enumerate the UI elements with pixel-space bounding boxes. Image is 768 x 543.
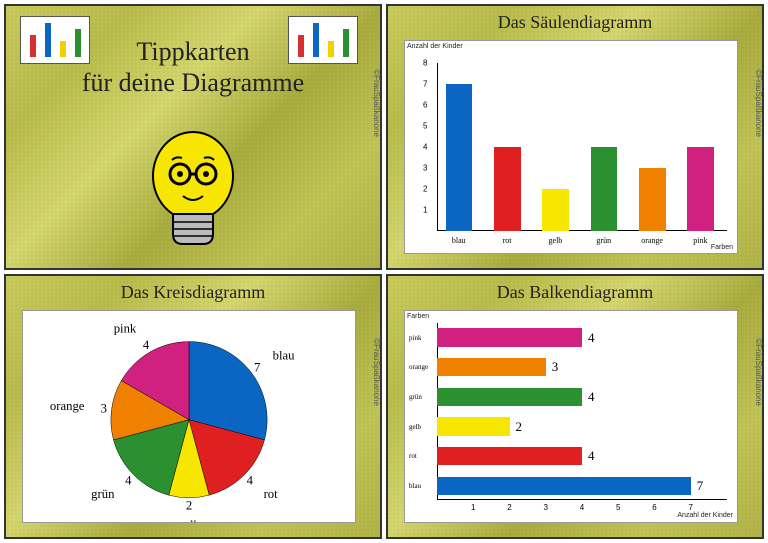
- pie-label: gelb: [178, 518, 200, 522]
- column-bar: [446, 84, 473, 231]
- x-axis-line: [437, 230, 727, 231]
- x-tick: 3: [544, 503, 548, 512]
- pie-value: 4: [247, 473, 254, 487]
- column-bar: [542, 189, 569, 231]
- watermark: ©FrauSpaßkanone: [373, 339, 382, 407]
- x-tick-label: rot: [503, 236, 512, 245]
- y-tick: 5: [423, 121, 427, 130]
- pie-value: 4: [143, 338, 150, 352]
- x-axis-line: [437, 499, 727, 500]
- pie-label: pink: [114, 321, 137, 335]
- y-tick: 8: [423, 59, 427, 68]
- pie-value: 2: [186, 498, 192, 512]
- x-axis-label: Farben: [711, 244, 733, 251]
- page-title: Tippkarten für deine Diagramme: [6, 36, 380, 98]
- bar-value: 3: [552, 359, 559, 375]
- bar-value: 4: [588, 389, 595, 405]
- pie-value: 3: [101, 401, 107, 415]
- pie-value: 7: [254, 360, 260, 374]
- row-bar: [437, 328, 582, 346]
- column-bar: [639, 168, 666, 231]
- y-tick: 4: [423, 142, 427, 151]
- x-tick-label: blau: [452, 236, 466, 245]
- column-chart-title: Das Säulendiagramm: [388, 12, 762, 33]
- x-tick: 2: [507, 503, 511, 512]
- y-tick-label: grün: [409, 393, 422, 401]
- pie-chart-area: blau 7 rot 4 gelb 2 grün 4 orange 3 pink 4: [22, 310, 356, 524]
- lightbulb-icon: [138, 126, 248, 256]
- row-bar: [437, 417, 510, 435]
- y-axis-line: [437, 323, 438, 501]
- pie-value: 4: [125, 473, 132, 487]
- row-bar: [437, 447, 582, 465]
- bar-value: 4: [588, 448, 595, 464]
- watermark: ©FrauSpaßkanone: [755, 339, 764, 407]
- pie-label: rot: [264, 487, 279, 501]
- y-tick: 1: [423, 205, 427, 214]
- bar-plot: pink4orange3grün4gelb2rot4blau71234567: [437, 323, 727, 501]
- column-plot: 12345678blaurotgelbgrünorangepink: [437, 63, 727, 231]
- title-line2: für deine Diagramme: [82, 68, 304, 97]
- row-bar: [437, 388, 582, 406]
- column-bar: [591, 147, 618, 231]
- bar-chart-card: Das Balkendiagramm Farben Anzahl der Kin…: [386, 274, 764, 540]
- y-tick: 3: [423, 163, 427, 172]
- y-tick: 6: [423, 100, 427, 109]
- x-tick-label: orange: [641, 236, 663, 245]
- y-axis-label: Farben: [407, 313, 429, 321]
- column-chart-area: Anzahl der Kinder Farben 12345678blaurot…: [404, 40, 738, 254]
- watermark: ©FrauSpaßkanone: [373, 69, 382, 137]
- x-tick-label: grün: [596, 236, 611, 245]
- pie-label: orange: [50, 398, 85, 412]
- x-axis-label: Anzahl der Kinder: [677, 512, 733, 520]
- watermark: ©FrauSpaßkanone: [755, 69, 764, 137]
- title-line1: Tippkarten: [136, 37, 249, 66]
- row-bar: [437, 477, 691, 495]
- column-bar: [687, 147, 714, 231]
- x-tick: 6: [652, 503, 656, 512]
- bar-value: 4: [588, 330, 595, 346]
- pie-label: grün: [91, 487, 115, 501]
- y-tick-label: rot: [409, 452, 417, 460]
- y-tick-label: orange: [409, 363, 428, 371]
- x-tick: 7: [689, 503, 693, 512]
- row-bar: [437, 358, 546, 376]
- title-card: Tippkarten für deine Diagramme ©FrauSpaß…: [4, 4, 382, 270]
- y-axis-line: [437, 63, 438, 231]
- y-tick: 2: [423, 184, 427, 193]
- x-tick: 1: [471, 503, 475, 512]
- pie-chart-card: Das Kreisdiagramm blau 7 rot 4 gelb 2 grün 4 ora…: [4, 274, 382, 540]
- x-tick-label: pink: [693, 236, 707, 245]
- bar-value: 2: [516, 419, 523, 435]
- pie-label: blau: [273, 348, 296, 362]
- pie-svg: blau 7 rot 4 gelb 2 grün 4 orange 3 pink 4: [23, 311, 355, 523]
- y-axis-label: Anzahl der Kinder: [407, 43, 463, 51]
- y-tick-label: gelb: [409, 423, 421, 431]
- x-tick: 5: [616, 503, 620, 512]
- x-tick: 4: [580, 503, 584, 512]
- bar-value: 7: [697, 478, 704, 494]
- y-tick-label: blau: [409, 482, 421, 490]
- bar-chart-area: Farben Anzahl der Kinder pink 4 orange 3 grü…: [404, 310, 738, 524]
- y-tick: 7: [423, 79, 427, 88]
- pie-chart-title: Das Kreisdiagramm: [6, 282, 380, 303]
- x-tick-label: gelb: [549, 236, 563, 245]
- column-chart-card: Das Säulendiagramm Anzahl der Kinder Far…: [386, 4, 764, 270]
- column-bar: [494, 147, 521, 231]
- y-tick-label: pink: [409, 334, 421, 342]
- bar-chart-title: Das Balkendiagramm: [388, 282, 762, 303]
